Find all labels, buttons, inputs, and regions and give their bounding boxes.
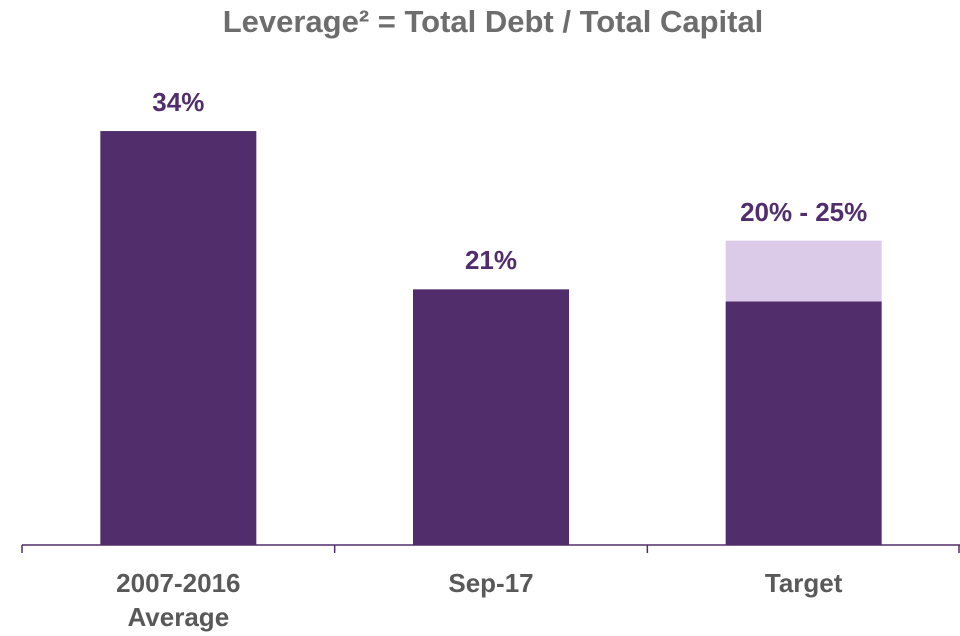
bar-segment xyxy=(725,301,882,545)
bar-segment xyxy=(100,131,257,546)
x-tick-label: Target xyxy=(764,568,843,598)
x-tick-label: Sep-17 xyxy=(448,568,534,598)
data-label: 21% xyxy=(464,245,518,276)
bar-segment xyxy=(725,240,882,302)
data-label: 20% - 25% xyxy=(740,196,868,227)
chart-title: Leverage² = Total Debt / Total Capital xyxy=(222,4,764,39)
x-tick-label: 2007-2016 Average xyxy=(116,568,241,632)
bar-segment xyxy=(413,289,569,545)
data-label: 34% xyxy=(152,87,205,118)
